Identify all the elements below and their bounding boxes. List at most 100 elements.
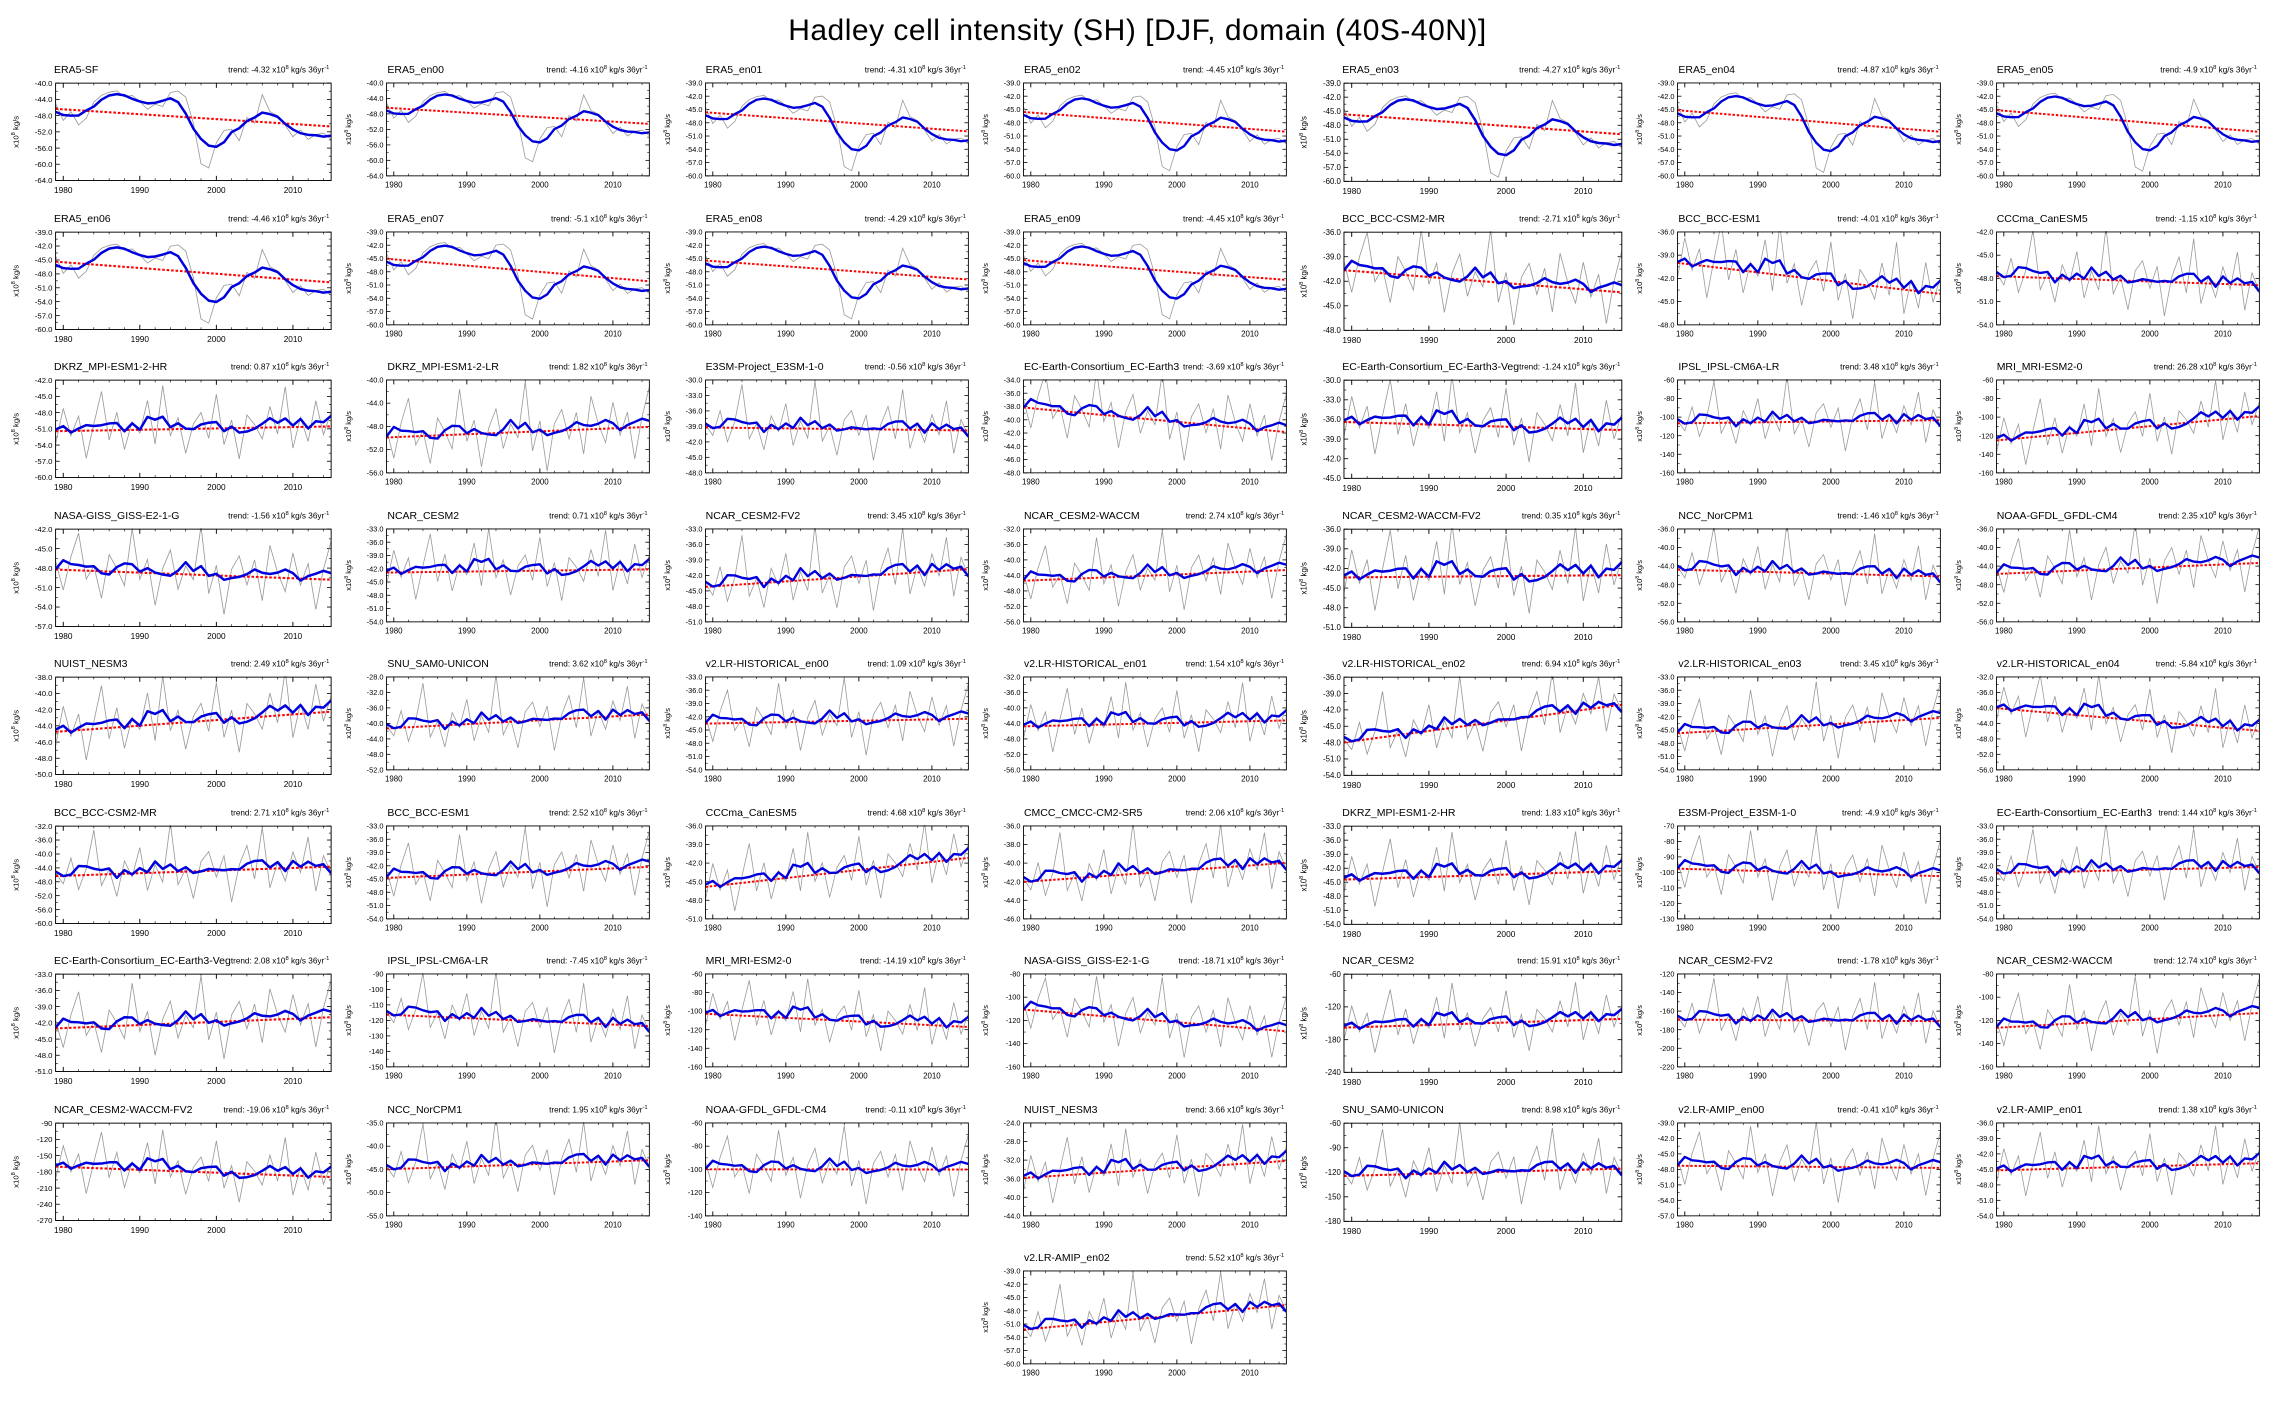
svg-text:2010: 2010 [2214,181,2232,190]
svg-text:2010: 2010 [923,775,941,784]
svg-text:-120: -120 [1978,431,1993,440]
panel-title: ERA5_en00 [387,64,444,76]
panel-title: NCAR_CESM2-WACCM [1024,510,1140,522]
svg-text:-140: -140 [1978,1039,1993,1048]
svg-text:2010: 2010 [284,1226,303,1235]
svg-text:2010: 2010 [604,626,622,635]
panel-title: CCCma_CanESM5 [706,807,797,819]
svg-text:-57.0: -57.0 [35,457,53,466]
y-axis-unit-label: x108 kg/s [1300,859,1309,891]
svg-text:2010: 2010 [2214,1072,2232,1081]
svg-text:-48.0: -48.0 [1323,738,1341,747]
panel-plot: -33.0-36.0-39.0-42.0-45.0-48.0-51.0-54.0… [343,525,655,648]
svg-text:-45.0: -45.0 [1976,250,1993,259]
svg-text:-28.0: -28.0 [367,673,384,682]
panel-trend-label: trend: -7.45 x108 kg/s 36yr-1 [546,956,647,966]
panel-trend-label: trend: 3.45 x108 kg/s 36yr-1 [867,511,966,521]
panel-title: BCC_BCC-ESM1 [1678,213,1760,225]
y-axis-unit-label: x108 kg/s [663,114,672,145]
svg-text:-42.0: -42.0 [1323,454,1341,463]
svg-text:2010: 2010 [923,181,941,190]
svg-text:-60.0: -60.0 [685,320,702,329]
svg-text:-39.0: -39.0 [1658,79,1675,88]
panel-trend-label: trend: 1.82 x108 kg/s 36yr-1 [549,362,648,372]
svg-text:-51.0: -51.0 [1004,132,1021,141]
svg-text:-57.0: -57.0 [367,307,384,316]
svg-text:2000: 2000 [1168,626,1186,635]
svg-text:-56.0: -56.0 [1004,765,1021,774]
svg-text:-54.0: -54.0 [1976,320,1993,329]
panel-title: NCC_NorCPM1 [1678,510,1753,522]
svg-text:-45.0: -45.0 [1323,474,1341,483]
svg-text:2000: 2000 [1168,923,1186,932]
svg-text:1990: 1990 [131,186,150,195]
trend-value: 2.35 [2182,512,2198,521]
svg-text:-48.0: -48.0 [367,422,384,431]
svg-text:1990: 1990 [1749,1220,1767,1229]
svg-text:2000: 2000 [531,478,549,487]
svg-text:2010: 2010 [2214,775,2232,784]
svg-text:1980: 1980 [385,626,403,635]
svg-text:1980: 1980 [1995,775,2013,784]
y-axis-unit-label: x108 kg/s [663,559,672,590]
svg-text:-120: -120 [369,1016,384,1025]
panel-trend-label: trend: -1.15 x108 kg/s 36yr-1 [2156,214,2257,224]
svg-text:-42.0: -42.0 [1323,93,1341,102]
svg-text:-57.0: -57.0 [1658,158,1675,167]
svg-text:1990: 1990 [777,1072,795,1081]
panel-title: EC-Earth-Consortium_EC-Earth3 [1997,807,2152,819]
svg-text:-44.0: -44.0 [367,399,384,408]
svg-text:2000: 2000 [531,626,549,635]
svg-text:1990: 1990 [1095,626,1113,635]
svg-text:2000: 2000 [1822,329,1840,338]
svg-text:-39.0: -39.0 [685,699,702,708]
svg-text:1990: 1990 [1749,181,1767,190]
svg-text:-40.0: -40.0 [1004,555,1021,564]
svg-text:-36.0: -36.0 [367,537,384,546]
svg-text:1990: 1990 [1095,1220,1113,1229]
svg-text:-33.0: -33.0 [685,391,702,400]
svg-text:-42.0: -42.0 [685,571,702,580]
svg-text:-51.0: -51.0 [367,604,384,613]
svg-text:1980: 1980 [704,181,722,190]
svg-text:-39.0: -39.0 [1004,1267,1021,1276]
svg-text:2010: 2010 [604,923,622,932]
svg-text:-54.0: -54.0 [1658,765,1675,774]
svg-text:-48.0: -48.0 [1004,586,1021,595]
svg-text:-44.0: -44.0 [35,863,53,872]
y-axis-unit-label: x108 kg/s [1635,708,1644,739]
svg-text:-57.0: -57.0 [35,622,53,631]
panel-title: IPSL_IPSL-CM6A-LR [1678,361,1779,373]
svg-text:-90: -90 [41,1119,52,1128]
svg-text:-51.0: -51.0 [367,280,384,289]
svg-text:-48.0: -48.0 [685,739,702,748]
svg-text:-160: -160 [1006,1063,1021,1072]
svg-text:-42.0: -42.0 [1004,877,1021,886]
svg-text:2010: 2010 [284,631,303,640]
trend-value: 26.28 [2177,363,2198,372]
svg-text:-140: -140 [1660,988,1675,997]
svg-text:-33.0: -33.0 [1323,822,1341,831]
svg-text:2010: 2010 [1241,478,1259,487]
svg-text:-36.0: -36.0 [1004,688,1021,697]
panel-title: NCAR_CESM2 [387,510,459,522]
svg-text:2010: 2010 [923,478,941,487]
